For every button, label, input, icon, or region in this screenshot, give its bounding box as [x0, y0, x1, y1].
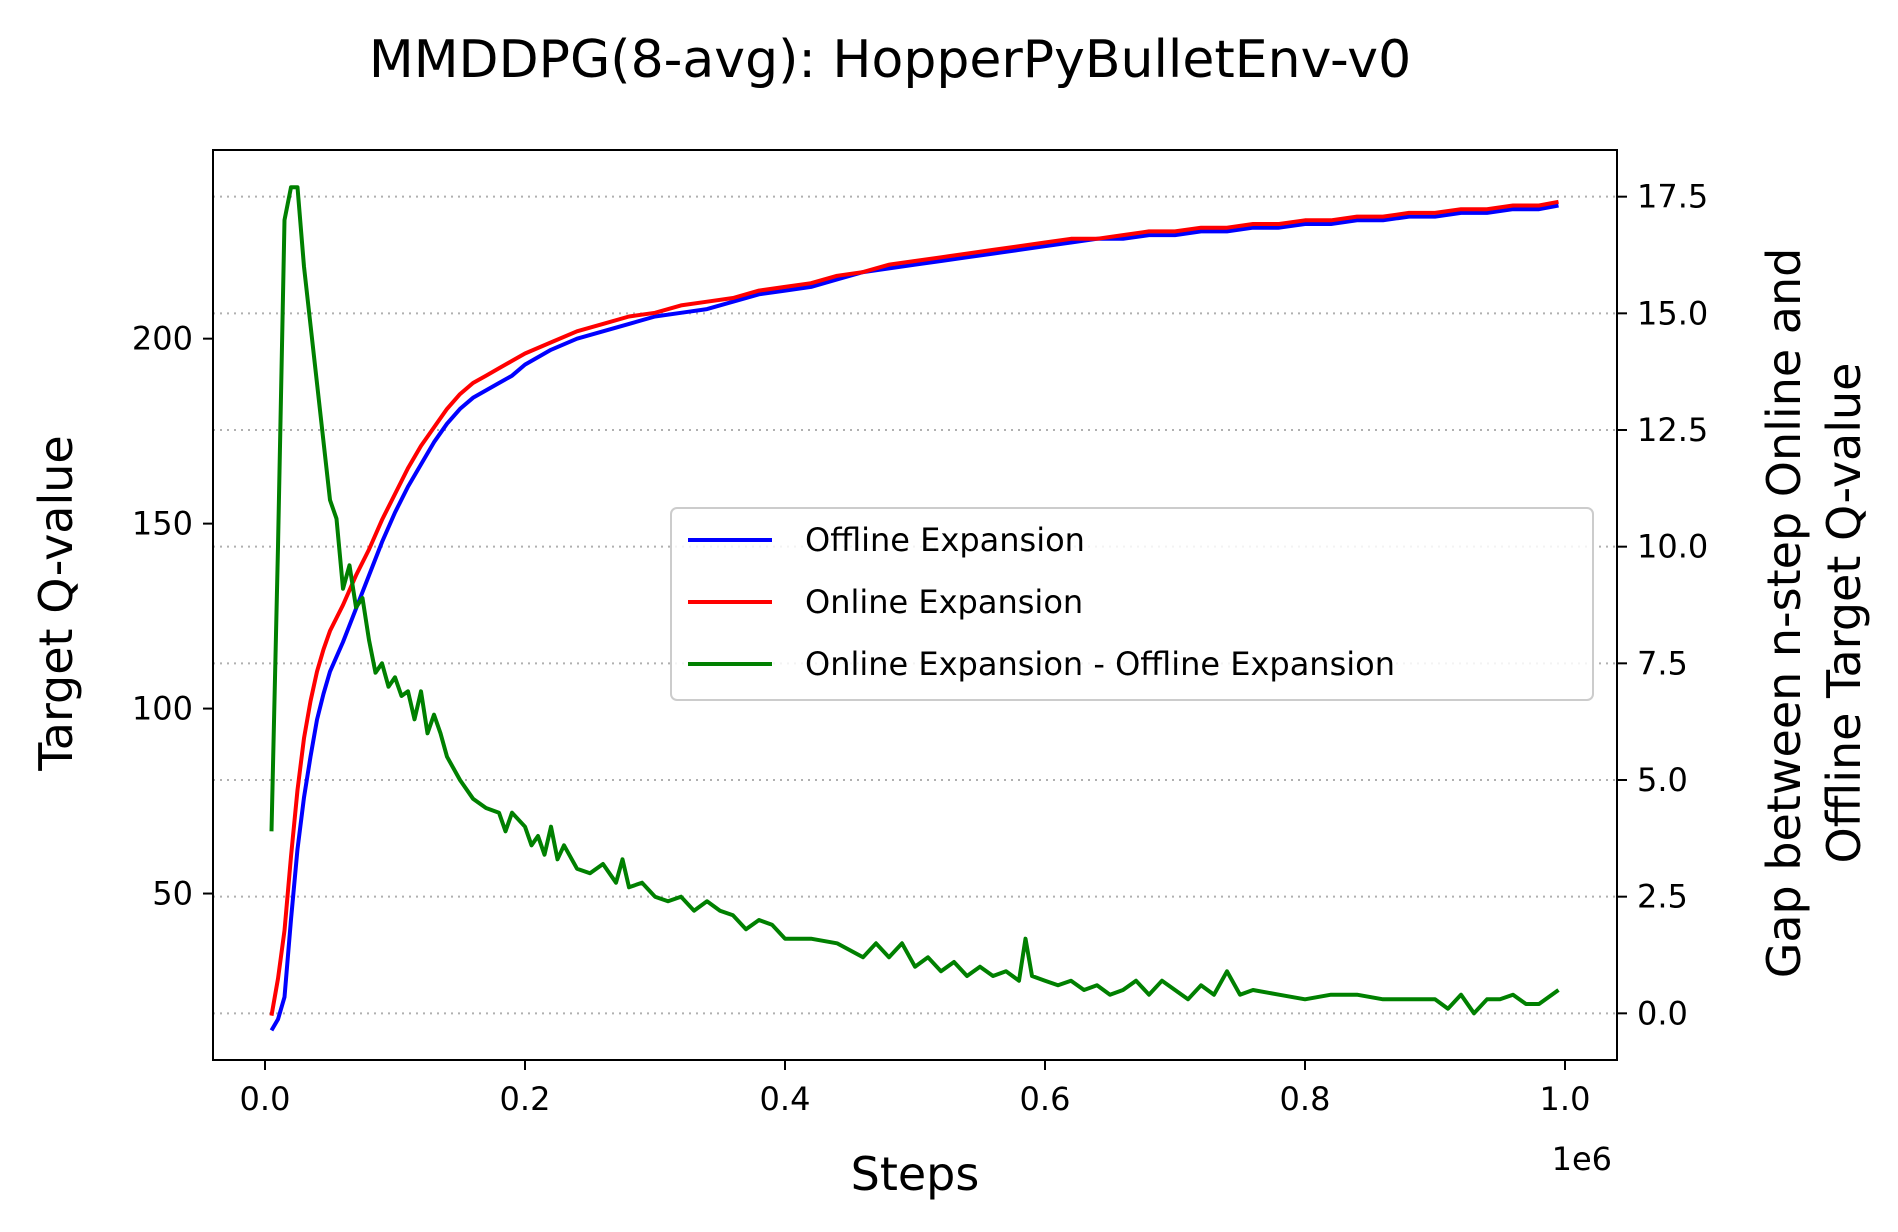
legend-label-2: Online Expansion - Offline Expansion	[805, 645, 1395, 683]
series-line-2	[269, 185, 1560, 1016]
x-tick-label-4: 0.8	[1280, 1080, 1331, 1118]
legend-box	[670, 507, 1594, 701]
y-right-tick-label-5: 12.5	[1637, 411, 1708, 449]
y-right-tick-label-3: 7.5	[1637, 644, 1688, 682]
y-right-tick-label-6: 15.0	[1637, 294, 1708, 332]
y-left-tick-label-0: 50	[152, 875, 193, 913]
x-tick-label-0: 0.0	[240, 1080, 291, 1118]
axis-ticks: 0.0 0.2 0.4 0.6 0.8 1.0 50 100 150 200 0.0 2.5 5.0 7.…	[132, 178, 1708, 1118]
y-axis-right-label-line2: Offline Target Q-value	[1817, 363, 1871, 864]
legend: Offline Expansion Online Expansion Online …	[670, 507, 1594, 701]
x-axis-offset-text: 1e6	[1552, 1140, 1612, 1178]
legend-label-1: Online Expansion	[805, 583, 1083, 621]
chart-title: MMDDPG(8-avg): HopperPyBulletEnv-v0	[369, 30, 1411, 90]
y-right-tick-label-2: 5.0	[1637, 761, 1688, 799]
y-right-tick-label-1: 2.5	[1637, 878, 1688, 916]
legend-label-0: Offline Expansion	[805, 521, 1085, 559]
x-tick-label-3: 0.6	[1020, 1080, 1071, 1118]
x-tick-label-1: 0.2	[500, 1080, 551, 1118]
x-axis-label: Steps	[851, 1147, 980, 1201]
series-line-0	[269, 203, 1559, 1032]
y-axis-right-label-line1: Gap between n-step Online and	[1757, 248, 1811, 979]
y-left-tick-label-2: 150	[132, 505, 193, 543]
series-lines	[269, 185, 1560, 1032]
y-right-tick-label-4: 10.0	[1637, 528, 1708, 566]
plot-frame	[212, 149, 1618, 1061]
x-tick-label-5: 1.0	[1540, 1080, 1591, 1118]
y-axis-left-label: Target Q-value	[29, 435, 83, 771]
y-left-tick-label-3: 200	[132, 320, 193, 358]
y-right-tick-label-7: 17.5	[1637, 178, 1708, 216]
y-right-tick-label-0: 0.0	[1637, 994, 1688, 1032]
y-left-tick-label-1: 100	[132, 690, 193, 728]
x-tick-label-2: 0.4	[760, 1080, 811, 1118]
